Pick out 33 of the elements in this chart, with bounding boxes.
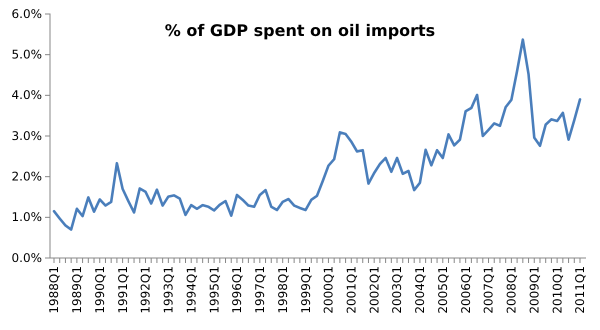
y-tick-label: 0.0% (12, 250, 42, 265)
x-tick-label: 1989Q1 (70, 266, 84, 314)
x-tick-label: 2010Q1 (550, 266, 564, 314)
x-tick-label: 2000Q1 (322, 266, 336, 314)
x-tick-label: 1996Q1 (230, 266, 244, 314)
y-tick-label: 3.0% (12, 128, 42, 143)
y-tick-label: 5.0% (12, 48, 42, 62)
x-tick-label: 1988Q1 (47, 266, 62, 314)
x-tick-label: 1994Q1 (184, 266, 198, 314)
x-tick-label: 2008Q1 (504, 266, 519, 314)
x-tick-label: 2002Q1 (367, 266, 382, 314)
y-tick-label: 1.0% (12, 210, 42, 224)
line-series (52, 38, 582, 231)
y-tick-label: 4.0% (12, 88, 42, 102)
x-tick-label: 2005Q1 (436, 266, 450, 314)
x-tick-label: 1999Q1 (298, 266, 313, 314)
x-tick-label: 1997Q1 (253, 266, 268, 314)
y-tick-label: 2.0% (12, 170, 42, 184)
y-tick-label: 6.0% (12, 6, 42, 21)
x-tick-label: 1995Q1 (207, 266, 222, 314)
x-tick-label: 1990Q1 (92, 266, 107, 314)
x-tick-label: 2006Q1 (458, 266, 473, 314)
x-tick-label: 2003Q1 (390, 266, 404, 314)
x-tick-label: 1998Q1 (276, 266, 290, 314)
x-tick-label: 2011Q1 (573, 266, 588, 314)
x-tick-label: 1991Q1 (116, 266, 130, 314)
text: % of GDP spent on oil imports (164, 21, 436, 40)
x-tick-label: 1993Q1 (162, 266, 176, 314)
x-tick-label: 2001Q1 (344, 266, 359, 314)
x-tick-label: 2007Q1 (482, 266, 496, 314)
x-tick-label: 1992Q1 (138, 266, 153, 314)
x-tick-label: 2009Q1 (527, 266, 542, 314)
x-tick-label: 2004Q1 (413, 266, 428, 314)
